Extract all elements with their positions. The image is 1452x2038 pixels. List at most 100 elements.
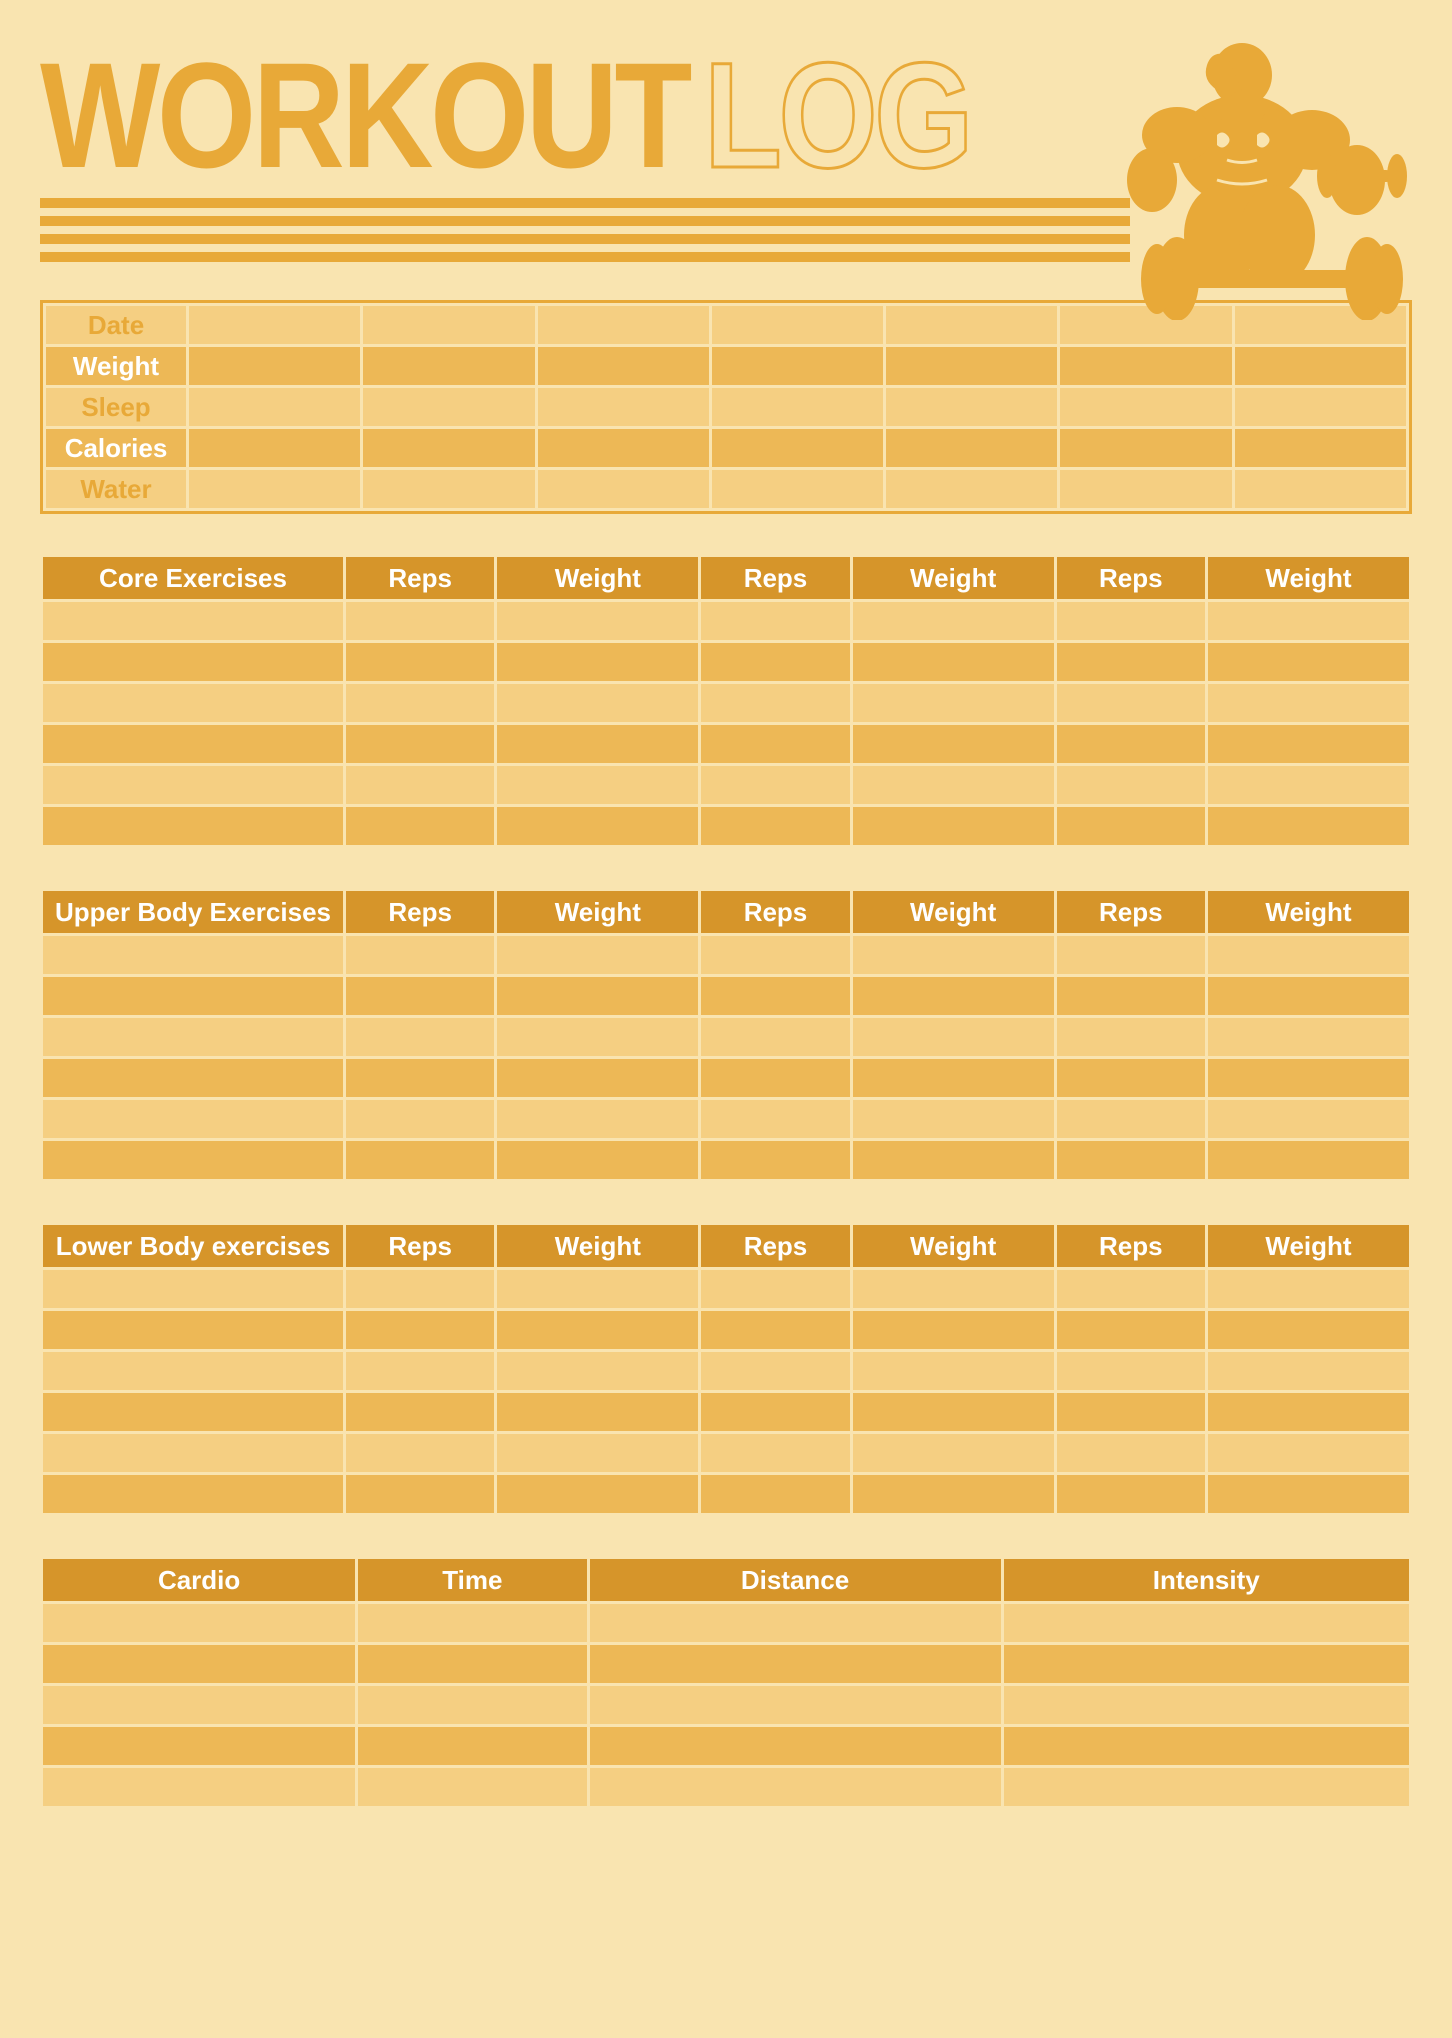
exercise-cell[interactable] bbox=[346, 766, 494, 804]
exercise-cell[interactable] bbox=[853, 936, 1054, 974]
exercise-cell[interactable] bbox=[43, 1141, 343, 1179]
exercise-cell[interactable] bbox=[701, 936, 849, 974]
tracking-cell[interactable] bbox=[886, 306, 1057, 344]
exercise-cell[interactable] bbox=[1208, 936, 1409, 974]
exercise-cell[interactable] bbox=[43, 643, 343, 681]
cardio-cell[interactable] bbox=[358, 1645, 586, 1683]
exercise-cell[interactable] bbox=[701, 807, 849, 845]
exercise-cell[interactable] bbox=[346, 1018, 494, 1056]
exercise-cell[interactable] bbox=[1208, 684, 1409, 722]
exercise-cell[interactable] bbox=[1057, 602, 1205, 640]
cardio-cell[interactable] bbox=[1004, 1645, 1409, 1683]
exercise-cell[interactable] bbox=[43, 602, 343, 640]
exercise-cell[interactable] bbox=[43, 1311, 343, 1349]
tracking-cell[interactable] bbox=[1235, 470, 1406, 508]
tracking-cell[interactable] bbox=[538, 470, 709, 508]
tracking-cell[interactable] bbox=[363, 306, 534, 344]
exercise-cell[interactable] bbox=[43, 1434, 343, 1472]
exercise-cell[interactable] bbox=[1208, 1141, 1409, 1179]
exercise-cell[interactable] bbox=[1057, 1270, 1205, 1308]
exercise-cell[interactable] bbox=[346, 602, 494, 640]
exercise-cell[interactable] bbox=[1057, 1311, 1205, 1349]
exercise-cell[interactable] bbox=[1057, 1475, 1205, 1513]
exercise-cell[interactable] bbox=[853, 1393, 1054, 1431]
cardio-cell[interactable] bbox=[590, 1768, 1001, 1806]
exercise-cell[interactable] bbox=[701, 1311, 849, 1349]
cardio-cell[interactable] bbox=[43, 1686, 355, 1724]
exercise-cell[interactable] bbox=[853, 766, 1054, 804]
tracking-cell[interactable] bbox=[712, 306, 883, 344]
exercise-cell[interactable] bbox=[853, 1100, 1054, 1138]
exercise-cell[interactable] bbox=[43, 1352, 343, 1390]
exercise-cell[interactable] bbox=[1208, 1018, 1409, 1056]
exercise-cell[interactable] bbox=[497, 936, 698, 974]
exercise-cell[interactable] bbox=[1057, 1018, 1205, 1056]
exercise-cell[interactable] bbox=[346, 1393, 494, 1431]
exercise-cell[interactable] bbox=[1208, 643, 1409, 681]
cardio-cell[interactable] bbox=[358, 1727, 586, 1765]
exercise-cell[interactable] bbox=[346, 1352, 494, 1390]
exercise-cell[interactable] bbox=[853, 807, 1054, 845]
cardio-cell[interactable] bbox=[1004, 1686, 1409, 1724]
exercise-cell[interactable] bbox=[1208, 1352, 1409, 1390]
exercise-cell[interactable] bbox=[1057, 1393, 1205, 1431]
tracking-cell[interactable] bbox=[538, 347, 709, 385]
exercise-cell[interactable] bbox=[497, 1311, 698, 1349]
tracking-cell[interactable] bbox=[538, 388, 709, 426]
exercise-cell[interactable] bbox=[43, 1270, 343, 1308]
tracking-cell[interactable] bbox=[886, 388, 1057, 426]
tracking-cell[interactable] bbox=[886, 429, 1057, 467]
exercise-cell[interactable] bbox=[1208, 1100, 1409, 1138]
exercise-cell[interactable] bbox=[1208, 725, 1409, 763]
exercise-cell[interactable] bbox=[701, 684, 849, 722]
exercise-cell[interactable] bbox=[853, 1311, 1054, 1349]
tracking-cell[interactable] bbox=[538, 306, 709, 344]
exercise-cell[interactable] bbox=[497, 1059, 698, 1097]
exercise-cell[interactable] bbox=[1057, 1434, 1205, 1472]
cardio-cell[interactable] bbox=[1004, 1768, 1409, 1806]
tracking-cell[interactable] bbox=[712, 429, 883, 467]
exercise-cell[interactable] bbox=[43, 1018, 343, 1056]
tracking-cell[interactable] bbox=[1060, 429, 1231, 467]
exercise-cell[interactable] bbox=[853, 1059, 1054, 1097]
cardio-cell[interactable] bbox=[43, 1768, 355, 1806]
cardio-cell[interactable] bbox=[43, 1727, 355, 1765]
exercise-cell[interactable] bbox=[43, 1393, 343, 1431]
exercise-cell[interactable] bbox=[346, 1059, 494, 1097]
tracking-cell[interactable] bbox=[189, 306, 360, 344]
exercise-cell[interactable] bbox=[346, 1100, 494, 1138]
tracking-cell[interactable] bbox=[363, 388, 534, 426]
exercise-cell[interactable] bbox=[853, 1270, 1054, 1308]
cardio-cell[interactable] bbox=[358, 1686, 586, 1724]
exercise-cell[interactable] bbox=[1208, 766, 1409, 804]
exercise-cell[interactable] bbox=[1208, 1311, 1409, 1349]
exercise-cell[interactable] bbox=[346, 977, 494, 1015]
exercise-cell[interactable] bbox=[1208, 1059, 1409, 1097]
tracking-cell[interactable] bbox=[712, 388, 883, 426]
tracking-cell[interactable] bbox=[189, 388, 360, 426]
tracking-cell[interactable] bbox=[363, 347, 534, 385]
exercise-cell[interactable] bbox=[346, 1434, 494, 1472]
tracking-cell[interactable] bbox=[363, 470, 534, 508]
exercise-cell[interactable] bbox=[497, 1393, 698, 1431]
exercise-cell[interactable] bbox=[497, 1475, 698, 1513]
exercise-cell[interactable] bbox=[701, 1352, 849, 1390]
cardio-cell[interactable] bbox=[43, 1604, 355, 1642]
exercise-cell[interactable] bbox=[346, 936, 494, 974]
cardio-cell[interactable] bbox=[590, 1686, 1001, 1724]
exercise-cell[interactable] bbox=[346, 684, 494, 722]
exercise-cell[interactable] bbox=[701, 1393, 849, 1431]
exercise-cell[interactable] bbox=[853, 602, 1054, 640]
exercise-cell[interactable] bbox=[701, 1141, 849, 1179]
tracking-cell[interactable] bbox=[1060, 470, 1231, 508]
exercise-cell[interactable] bbox=[1057, 977, 1205, 1015]
exercise-cell[interactable] bbox=[1208, 977, 1409, 1015]
exercise-cell[interactable] bbox=[346, 1141, 494, 1179]
tracking-cell[interactable] bbox=[712, 470, 883, 508]
exercise-cell[interactable] bbox=[346, 1270, 494, 1308]
exercise-cell[interactable] bbox=[701, 1270, 849, 1308]
exercise-cell[interactable] bbox=[497, 1434, 698, 1472]
exercise-cell[interactable] bbox=[43, 1100, 343, 1138]
tracking-cell[interactable] bbox=[1060, 347, 1231, 385]
exercise-cell[interactable] bbox=[1057, 725, 1205, 763]
